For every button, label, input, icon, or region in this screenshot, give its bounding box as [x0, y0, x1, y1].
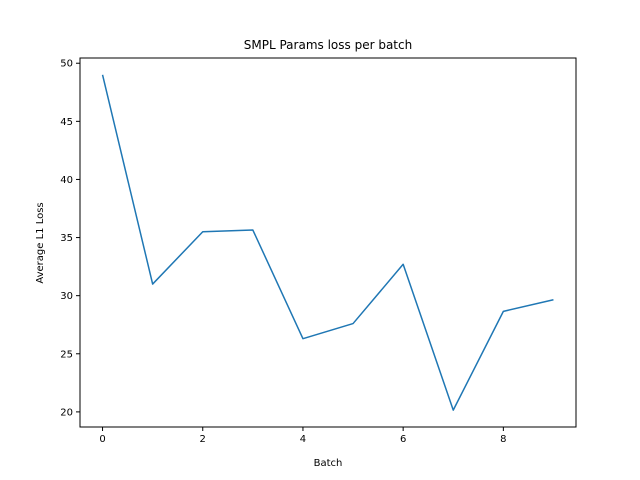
y-tick-label: 45 — [60, 117, 73, 128]
x-tick-label: 8 — [500, 434, 506, 445]
x-axis-label: Batch — [314, 458, 343, 469]
x-tick-label: 2 — [200, 434, 206, 445]
plot-frame — [79, 57, 577, 428]
y-tick-label: 25 — [60, 349, 73, 360]
x-tick-label: 0 — [99, 434, 105, 445]
x-tick-label: 4 — [300, 434, 306, 445]
y-axis: 20 25 30 35 40 45 50 — [60, 59, 80, 418]
x-tick-label: 6 — [400, 434, 406, 445]
chart-title: SMPL Params loss per batch — [244, 38, 412, 52]
y-tick-label: 20 — [60, 407, 73, 418]
y-tick-label: 35 — [60, 233, 73, 244]
plot-area — [101, 74, 554, 411]
x-axis: 0 2 4 6 8 — [99, 427, 507, 445]
y-axis-label: Average L1 Loss — [35, 202, 46, 283]
y-tick-label: 50 — [60, 59, 73, 70]
series-line-0 — [101, 74, 554, 411]
y-tick-label: 40 — [60, 175, 73, 186]
y-tick-label: 30 — [60, 291, 73, 302]
